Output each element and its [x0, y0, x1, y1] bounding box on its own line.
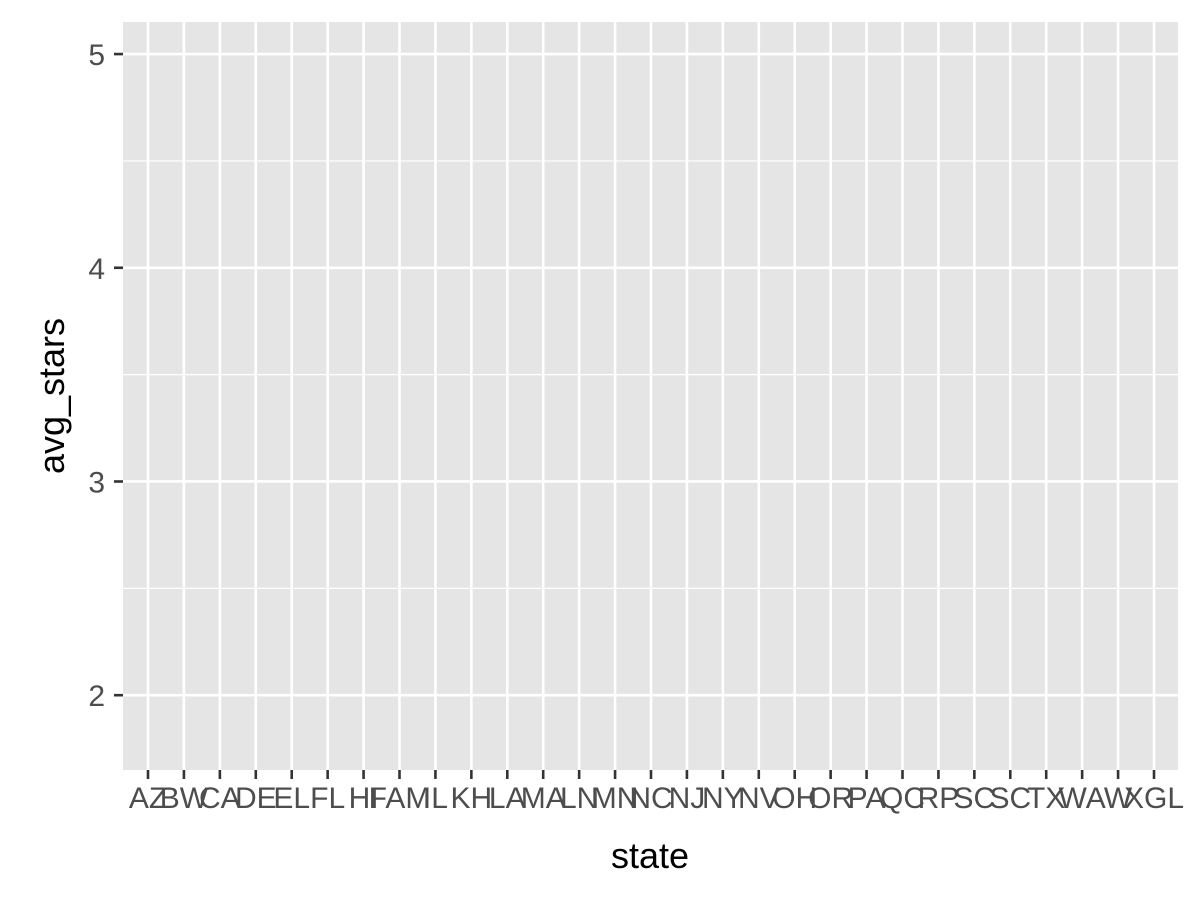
y-tick-label: 5 — [88, 39, 105, 72]
x-tick-label: OR — [808, 782, 853, 815]
x-tick-label: EL — [273, 782, 310, 815]
y-axis-ticks: 2 3 4 5 — [88, 39, 123, 713]
x-tick-label: BW — [160, 782, 209, 815]
x-tick-label: KH — [451, 782, 493, 815]
x-tick-label: NC — [629, 782, 672, 815]
x-tick-label: RP — [918, 782, 960, 815]
x-tick-label: SC — [989, 782, 1031, 815]
x-axis-title: state — [611, 835, 689, 876]
y-tick-label: 3 — [88, 466, 105, 499]
x-tick-label: DE — [235, 782, 277, 815]
x-tick-label: TX — [1027, 782, 1065, 815]
x-tick-label: MN — [592, 782, 639, 815]
y-tick-label: 2 — [88, 680, 105, 713]
x-tick-label: OH — [772, 782, 817, 815]
x-tick-label: SC — [954, 782, 996, 815]
x-tick-label: HI — [349, 782, 379, 815]
x-tick-label: CA — [199, 782, 241, 815]
x-tick-label: XGL — [1124, 782, 1184, 815]
x-tick-label: QC — [880, 782, 925, 815]
x-tick-label: AZ — [129, 782, 167, 815]
grid-major-x — [146, 22, 1156, 770]
y-axis-title: avg_stars — [31, 318, 72, 474]
x-tick-label: NY — [702, 782, 744, 815]
x-tick-label: NJ — [669, 782, 706, 815]
x-tick-label: LA — [489, 782, 526, 815]
x-tick-label: WA — [1059, 782, 1106, 815]
x-tick-label: FL — [310, 782, 345, 815]
x-tick-label: PA — [848, 782, 886, 815]
y-tick-label: 4 — [88, 253, 105, 286]
x-tick-label: FAM — [369, 782, 431, 815]
x-tick-label: LN — [560, 782, 598, 815]
x-tick-label: NV — [738, 782, 780, 815]
x-tick-label: IL — [423, 782, 448, 815]
x-tick-label: MA — [521, 782, 566, 815]
x-tick-label: W — [1104, 782, 1133, 815]
